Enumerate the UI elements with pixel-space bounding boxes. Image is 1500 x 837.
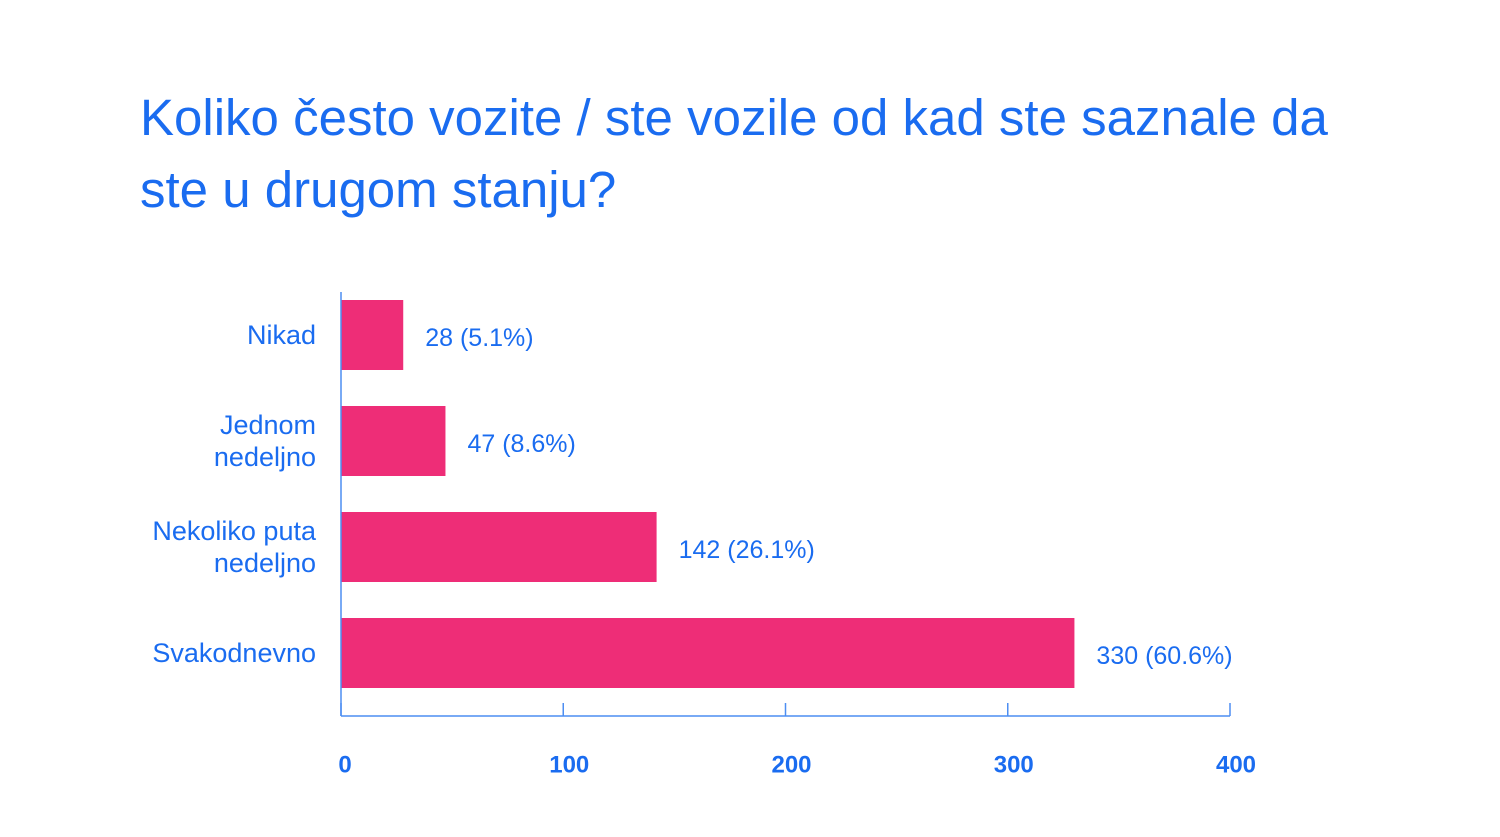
category-label-line: Nikad: [247, 320, 316, 350]
category-label-line: Jednom: [220, 410, 316, 440]
x-tick-label: 300: [994, 752, 1034, 779]
x-tick-label: 400: [1216, 752, 1256, 779]
chart-title: Koliko često vozite / ste vozile od kad …: [140, 89, 1328, 218]
data-label: 47 (8.6%): [467, 430, 575, 458]
x-tick-label: 200: [771, 752, 811, 779]
category-label-line: nedeljno: [214, 442, 316, 472]
category-label-line: nedeljno: [214, 548, 316, 578]
category-label-line: Svakodnevno: [152, 638, 316, 668]
category-label: Nekoliko puta nedeljno: [152, 516, 317, 578]
x-tick-label: 100: [549, 752, 589, 779]
bar: [341, 300, 404, 370]
x-tick-label: 0: [338, 752, 351, 779]
category-label: Nikad: [247, 320, 316, 350]
category-label: Svakodnevno: [152, 638, 316, 668]
bar: [341, 512, 657, 582]
category-label-line: Nekoliko puta: [152, 516, 317, 546]
category-label: Jednom nedeljno: [214, 410, 316, 472]
bar: [341, 406, 446, 476]
data-label: 28 (5.1%): [425, 324, 533, 352]
data-label: 142 (26.1%): [679, 536, 815, 564]
data-label: 330 (60.6%): [1096, 642, 1232, 670]
bar: [341, 618, 1075, 688]
